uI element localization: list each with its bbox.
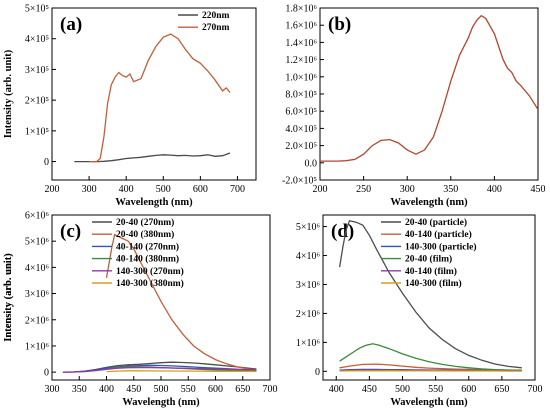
x-tick-label: 600 xyxy=(461,384,476,395)
y-axis-label: Intensity (arb. unit) xyxy=(3,253,14,342)
series-line-2 xyxy=(89,33,231,163)
y-axis-label: Intensity (arb. unit) xyxy=(3,49,14,138)
panel-label: (b) xyxy=(328,14,351,35)
y-tick-label: 0 xyxy=(44,157,49,168)
series-line-2 xyxy=(105,233,257,371)
x-tick-label: 300 xyxy=(45,384,60,395)
y-tick-label: 2×10⁵ xyxy=(25,96,49,107)
y-tick-label: 3×10⁶ xyxy=(25,289,50,300)
panel-a: 200 300 400 500 600 700 0 1×10⁵ 2×10⁵ 3×10⁵ 4×10⁵ 5… xyxy=(3,4,257,208)
x-tick-label: 500 xyxy=(154,384,169,395)
legend-entry: 140-300 (film) xyxy=(405,278,462,289)
panel-label: (a) xyxy=(60,14,82,35)
panel-label: (c) xyxy=(60,221,81,242)
x-tick-label: 400 xyxy=(329,384,344,395)
x-tick-label: 450 xyxy=(126,384,141,395)
series-line-5 xyxy=(62,366,257,373)
x-tick-label: 650 xyxy=(235,384,250,395)
legend-entry: 20-40 (270nm) xyxy=(116,217,174,228)
legend-entry: 20-40 (380nm) xyxy=(116,229,174,240)
x-tick-label: 600 xyxy=(208,384,223,395)
legend-entry: 140-300 (270nm) xyxy=(116,266,184,277)
y-tick-label: 1.2×10⁶ xyxy=(285,55,317,66)
x-tick-label: 400 xyxy=(487,184,502,195)
panel-c: 300 350 400 450 500 550 600 650 700 0 1×10⁶ 2×10⁶ 3×… xyxy=(3,211,278,409)
x-tick-label: 500 xyxy=(395,384,410,395)
y-tick-label: 6.0×10⁵ xyxy=(285,107,317,118)
x-tick-label: 300 xyxy=(400,184,415,195)
y-tick-label: 1×10⁵ xyxy=(25,126,49,137)
x-tick-label: 400 xyxy=(99,384,114,395)
y-tick-label: 4.0×10⁵ xyxy=(285,124,317,135)
x-tick-label: 700 xyxy=(528,384,543,395)
y-tick-label: 1.4×10⁶ xyxy=(285,38,317,49)
x-tick-label: 700 xyxy=(230,184,245,195)
legend-entry: 20-40 (film) xyxy=(405,254,452,265)
y-axis-label: Intensity (arb. unit) xyxy=(3,253,14,342)
y-tick-label: 1×10⁶ xyxy=(296,338,321,349)
x-axis-label: Wavelength (nm) xyxy=(390,197,468,208)
panel-d: 400 450 500 550 600 650 700 0 1×10⁶ 2×10⁶ 3×10⁶ 4×1… xyxy=(3,214,543,408)
y-tick-label: 3×10⁵ xyxy=(25,65,49,76)
y-tick-label: 0.0 xyxy=(305,158,318,169)
x-tick-label: 200 xyxy=(313,184,328,195)
x-tick-label: 650 xyxy=(494,384,509,395)
y-tick-label: 0 xyxy=(315,367,320,378)
legend-entry: 270nm xyxy=(202,23,230,33)
legend-entry: 40-140 (270nm) xyxy=(116,241,179,252)
legend-entry: 220nm xyxy=(202,11,230,21)
x-tick-label: 400 xyxy=(119,184,134,195)
y-tick-label: 4×10⁵ xyxy=(25,34,49,45)
y-tick-label: 2.0×10⁵ xyxy=(285,141,317,152)
y-tick-label: 4×10⁶ xyxy=(296,251,321,262)
x-tick-label: 600 xyxy=(193,184,208,195)
plot-frame xyxy=(322,214,536,381)
plot-frame xyxy=(319,7,539,181)
y-tick-label: -2.0×10⁵ xyxy=(282,176,317,187)
series-line-4 xyxy=(339,343,522,371)
series-line-1 xyxy=(74,152,231,163)
panel-b: 200 250 300 350 400 450 -2.0×10⁵ 0.0 2.0×10⁵ 4.0×… xyxy=(282,4,545,209)
x-axis-label: Wavelength (nm) xyxy=(390,397,468,408)
y-tick-label: 5×10⁶ xyxy=(25,237,50,248)
legend-entry: 40-140 (particle) xyxy=(405,229,472,240)
y-tick-label: 8.0×10⁵ xyxy=(285,90,317,101)
legend-entry: 40-140 (film) xyxy=(405,266,457,277)
x-tick-label: 200 xyxy=(45,184,60,195)
x-tick-label: 700 xyxy=(263,384,278,395)
y-tick-label: 1.8×10⁶ xyxy=(285,4,317,15)
legend-entry: 140-300 (particle) xyxy=(405,241,477,252)
x-tick-label: 300 xyxy=(82,184,97,195)
x-axis-label: Wavelength (nm) xyxy=(115,197,193,208)
y-tick-label: 1.6×10⁶ xyxy=(285,21,317,32)
y-tick-label: 5×10⁵ xyxy=(25,4,49,15)
x-axis-label: Wavelength (nm) xyxy=(122,397,200,408)
x-tick-label: 250 xyxy=(356,184,371,195)
plot-frame xyxy=(51,7,257,181)
y-tick-label: 2×10⁶ xyxy=(296,309,321,320)
y-tick-label: 5×10⁶ xyxy=(296,222,321,233)
y-tick-label: 0 xyxy=(44,368,49,379)
legend-entry: 20-40 (particle) xyxy=(405,217,467,228)
x-tick-label: 550 xyxy=(181,384,196,395)
y-tick-label: 1×10⁶ xyxy=(25,341,50,352)
x-tick-label: 450 xyxy=(531,184,546,195)
y-tick-label: 6×10⁶ xyxy=(25,211,50,222)
y-tick-label: 4×10⁶ xyxy=(25,263,50,274)
x-tick-label: 450 xyxy=(362,384,377,395)
series-line-6 xyxy=(106,370,257,373)
x-tick-label: 350 xyxy=(443,184,458,195)
x-tick-label: 500 xyxy=(156,184,171,195)
series-line-1 xyxy=(338,220,522,369)
x-tick-label: 550 xyxy=(428,384,443,395)
x-tick-label: 350 xyxy=(72,384,87,395)
legend-entry: 40-140 (380nm) xyxy=(116,254,179,265)
y-tick-label: 2×10⁶ xyxy=(25,315,50,326)
legend-entry: 140-300 (380nm) xyxy=(116,278,184,289)
series-line-1 xyxy=(320,14,538,162)
y-tick-label: 1.0×10⁶ xyxy=(285,72,317,83)
y-tick-label: 3×10⁶ xyxy=(296,280,321,291)
panel-label: (d) xyxy=(331,221,354,242)
